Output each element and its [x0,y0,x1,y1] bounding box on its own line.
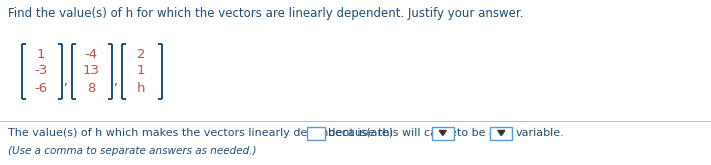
Text: because this will cause: because this will cause [328,128,457,138]
Text: (Use a comma to separate answers as needed.): (Use a comma to separate answers as need… [8,146,257,156]
Text: ,: , [64,75,68,87]
Bar [432,127,454,139]
Text: The value(s) of h which makes the vectors linearly dependent is(are): The value(s) of h which makes the vector… [8,128,393,138]
Bar [307,127,326,139]
Text: 8: 8 [87,82,95,95]
Text: 1: 1 [37,48,46,61]
Polygon shape [439,131,447,135]
Text: to be a: to be a [456,128,496,138]
Text: -6: -6 [34,82,48,95]
Text: Find the value(s) of h for which the vectors are linearly dependent. Justify you: Find the value(s) of h for which the vec… [8,7,523,20]
Text: -3: -3 [34,65,48,78]
Text: -4: -4 [85,48,97,61]
Text: h: h [137,82,145,95]
Polygon shape [498,131,505,135]
Text: ,: , [114,75,118,87]
Text: variable.: variable. [515,128,564,138]
Text: 1: 1 [137,65,145,78]
Bar [491,127,513,139]
Text: 2: 2 [137,48,145,61]
Text: 13: 13 [82,65,100,78]
